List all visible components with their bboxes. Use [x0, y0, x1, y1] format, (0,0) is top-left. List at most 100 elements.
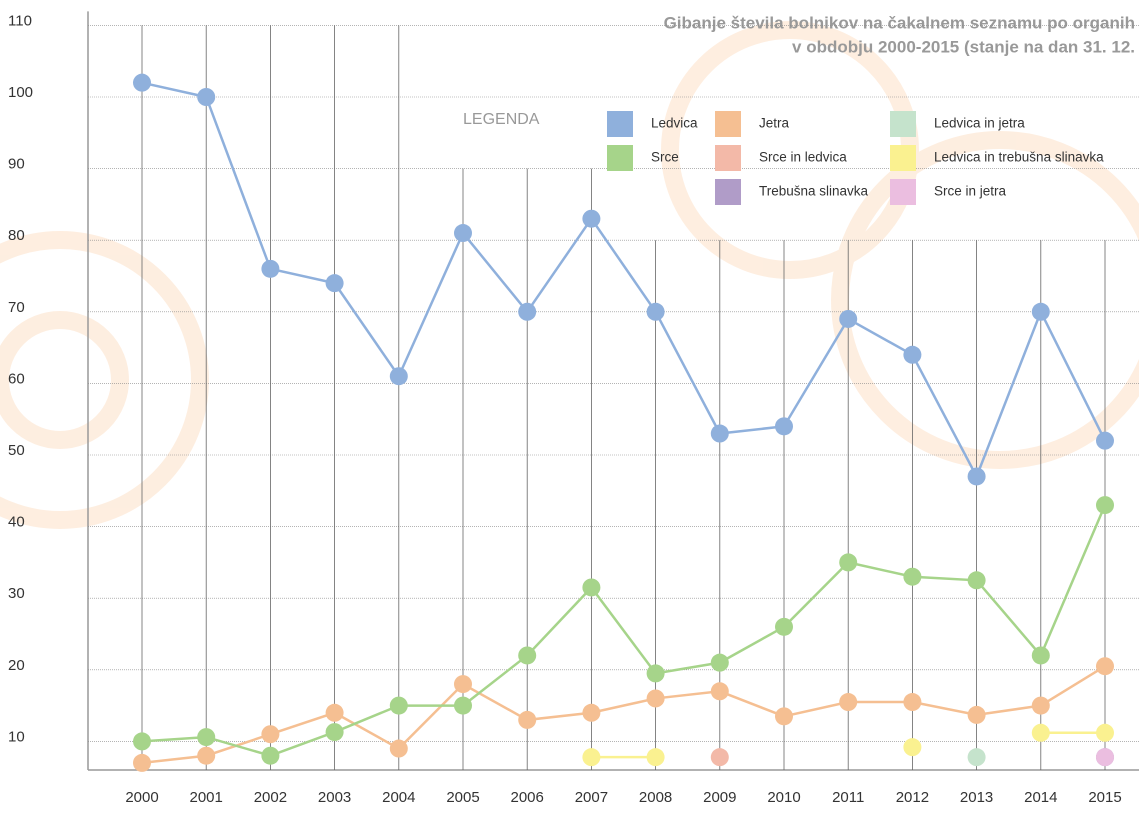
data-point — [968, 571, 986, 589]
x-tick-label: 2001 — [190, 789, 223, 806]
legend-swatch — [607, 111, 633, 137]
data-point — [903, 568, 921, 586]
data-point — [711, 425, 729, 443]
x-tick-label: 2008 — [639, 789, 672, 806]
legend-swatch — [890, 145, 916, 171]
y-tick-label: 100 — [8, 84, 33, 101]
y-tick-label: 70 — [8, 299, 25, 316]
data-point — [518, 711, 536, 729]
legend-swatch — [890, 111, 916, 137]
x-tick-label: 2010 — [767, 789, 800, 806]
y-tick-label: 110 — [8, 12, 32, 29]
legend-label: Trebušna slinavka — [759, 184, 869, 199]
data-point — [197, 88, 215, 106]
data-point — [775, 417, 793, 435]
y-tick-label: 30 — [8, 585, 25, 602]
y-tick-label: 50 — [8, 442, 25, 459]
data-point — [647, 664, 665, 682]
data-point — [582, 748, 600, 766]
data-point — [518, 646, 536, 664]
data-point — [775, 618, 793, 636]
legend-swatch — [890, 179, 916, 205]
legend-label: Ledvica — [651, 116, 698, 131]
x-tick-label: 2002 — [254, 789, 287, 806]
data-point — [133, 754, 151, 772]
data-point — [326, 274, 344, 292]
x-tick-label: 2012 — [896, 789, 929, 806]
series-line — [142, 505, 1105, 756]
data-point — [1032, 303, 1050, 321]
data-point — [903, 346, 921, 364]
legend-title: LEGENDA — [463, 111, 540, 128]
y-tick-label: 80 — [8, 227, 25, 244]
y-tick-label: 40 — [8, 514, 25, 531]
data-point — [775, 707, 793, 725]
x-tick-label: 2000 — [125, 789, 158, 806]
data-point — [261, 747, 279, 765]
chart-title: v obdobju 2000-2015 (stanje na dan 31. 1… — [792, 37, 1135, 56]
data-point — [903, 738, 921, 756]
data-point — [1096, 657, 1114, 675]
legend-swatch — [715, 145, 741, 171]
data-point — [390, 740, 408, 758]
y-tick-label: 20 — [8, 657, 25, 674]
data-point — [1096, 748, 1114, 766]
chart: Gibanje števila bolnikov na čakalnem sez… — [0, 0, 1139, 813]
data-point — [582, 210, 600, 228]
data-point — [711, 748, 729, 766]
data-point — [968, 748, 986, 766]
data-point — [1096, 724, 1114, 742]
x-tick-label: 2003 — [318, 789, 351, 806]
x-tick-label: 2011 — [832, 789, 864, 806]
decor — [0, 30, 1139, 520]
x-tick-label: 2005 — [446, 789, 479, 806]
data-point — [968, 467, 986, 485]
data-point — [326, 704, 344, 722]
data-point — [454, 697, 472, 715]
data-point — [390, 367, 408, 385]
data-point — [711, 682, 729, 700]
data-point — [261, 260, 279, 278]
data-point — [1032, 724, 1050, 742]
data-point — [518, 303, 536, 321]
legend-swatch — [715, 179, 741, 205]
legend-label: Jetra — [759, 116, 790, 131]
x-tick-label: 2015 — [1088, 789, 1121, 806]
data-point — [197, 728, 215, 746]
legend-label: Ledvica in jetra — [934, 116, 1025, 131]
data-point — [582, 704, 600, 722]
data-point — [390, 697, 408, 715]
legend-swatch — [715, 111, 741, 137]
data-point — [839, 553, 857, 571]
data-point — [647, 689, 665, 707]
data-point — [326, 723, 344, 741]
data-point — [903, 693, 921, 711]
y-tick-label: 90 — [8, 156, 25, 173]
data-point — [1032, 697, 1050, 715]
x-tick-label: 2006 — [511, 789, 544, 806]
data-point — [647, 748, 665, 766]
legend-label: Srce in jetra — [934, 184, 1007, 199]
y-tick-label: 10 — [8, 728, 25, 745]
x-tick-label: 2009 — [703, 789, 736, 806]
chart-title: Gibanje števila bolnikov na čakalnem sez… — [664, 13, 1135, 32]
data-point — [839, 310, 857, 328]
x-tick-label: 2014 — [1024, 789, 1057, 806]
data-point — [582, 578, 600, 596]
x-tick-label: 2004 — [382, 789, 415, 806]
data-point — [1096, 496, 1114, 514]
legend-label: Ledvica in trebušna slinavka — [934, 150, 1104, 165]
data-point — [133, 74, 151, 92]
data-point — [839, 693, 857, 711]
x-tick-label: 2007 — [575, 789, 608, 806]
data-point — [647, 303, 665, 321]
y-tick-label: 60 — [8, 370, 25, 387]
legend-label: Srce in ledvica — [759, 150, 847, 165]
legend-label: Srce — [651, 150, 679, 165]
data-point — [968, 706, 986, 724]
legend-swatch — [607, 145, 633, 171]
data-point — [133, 732, 151, 750]
data-point — [197, 747, 215, 765]
x-tick-label: 2013 — [960, 789, 993, 806]
data-point — [454, 675, 472, 693]
